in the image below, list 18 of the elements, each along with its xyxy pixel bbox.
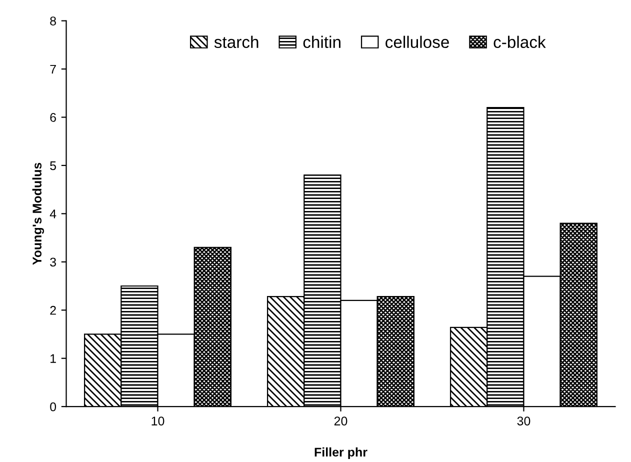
y-tick-label: 8 — [50, 16, 56, 26]
y-tick-label: 2 — [50, 306, 56, 315]
x-tick-label: 20 — [334, 416, 348, 426]
y-tick-label: 1 — [50, 354, 56, 363]
y-tick-label: 3 — [50, 258, 56, 267]
x-tick-label: 10 — [152, 416, 164, 426]
x-axis-title: Filler phr — [314, 447, 368, 460]
y-tick-label: 7 — [50, 64, 56, 74]
y-tick-label: 5 — [50, 161, 56, 170]
y-tick-label: 4 — [50, 210, 56, 218]
y-tick-label: 0 — [50, 402, 56, 412]
y-axis-title: Young's Modulus — [32, 162, 44, 265]
legend-label: c-black — [494, 36, 546, 48]
y-tick-label: 6 — [50, 113, 56, 122]
legend-label: cellulose — [386, 36, 449, 48]
legend-label: chitin — [303, 36, 340, 48]
x-tick-label: 30 — [517, 416, 530, 426]
legend-label: starch — [214, 36, 258, 48]
